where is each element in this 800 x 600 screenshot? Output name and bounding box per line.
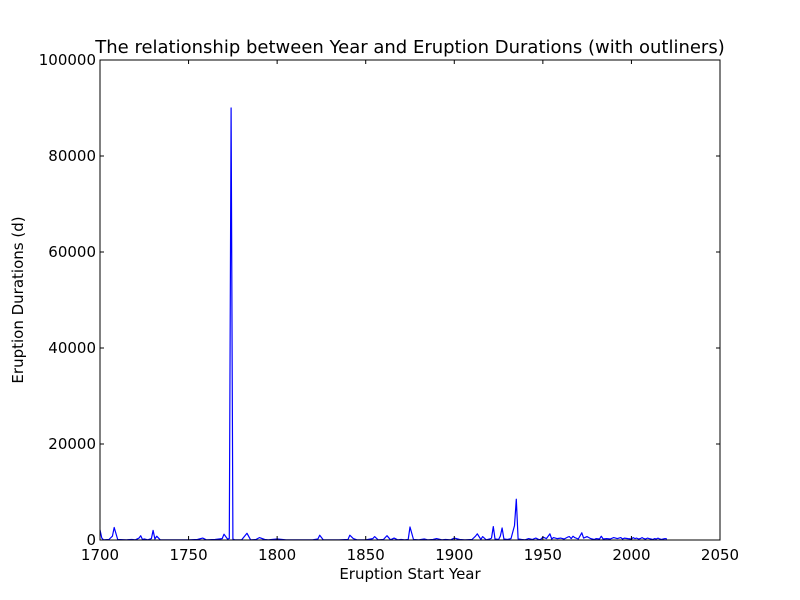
y-tick-label: 0 <box>86 531 96 549</box>
y-tick-label: 80000 <box>48 147 96 165</box>
chart-title: The relationship between Year and Erupti… <box>94 37 724 58</box>
x-tick-label: 1750 <box>169 546 207 564</box>
tick-layer: 1700 1750 1800 1850 1900 1950 2000 2050 0 20000 40… <box>39 51 739 564</box>
x-tick-label: 1850 <box>347 546 385 564</box>
plot-area <box>100 60 720 540</box>
y-tick-label: 100000 <box>39 51 96 69</box>
y-axis-title: Eruption Durations (d) <box>9 216 27 383</box>
x-tick-label: 1950 <box>524 546 562 564</box>
x-axis-title: Eruption Start Year <box>339 565 481 583</box>
x-tick-label: 1800 <box>258 546 296 564</box>
y-tick-label: 40000 <box>48 339 96 357</box>
y-tick-label: 20000 <box>48 435 96 453</box>
x-tick-label: 2000 <box>612 546 650 564</box>
x-tick-label: 1700 <box>81 546 119 564</box>
x-tick-label: 2050 <box>701 546 739 564</box>
x-tick-label: 1900 <box>435 546 473 564</box>
y-tick-label: 60000 <box>48 243 96 261</box>
plot-frame <box>99 59 721 541</box>
